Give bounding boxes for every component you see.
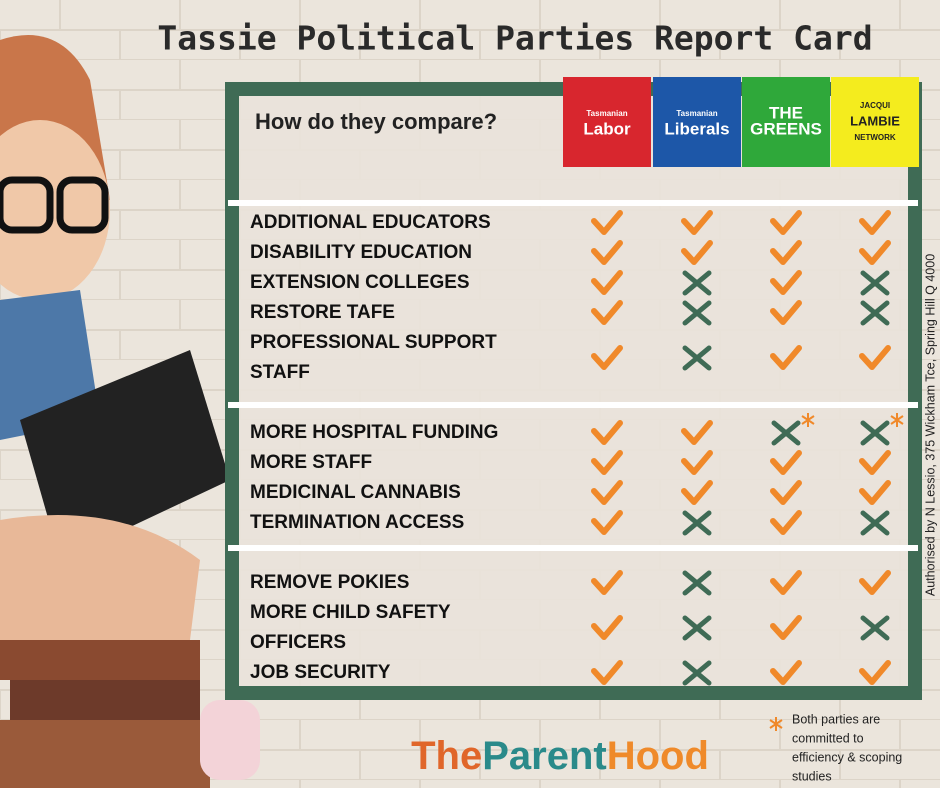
report-panel	[225, 82, 922, 700]
cross-mark	[682, 300, 712, 326]
party-name: JACQUI	[860, 101, 890, 110]
cross-mark	[771, 420, 801, 446]
party-name: Tasmanian	[676, 109, 717, 118]
party-logo	[653, 77, 741, 167]
row-label: MORE HOSPITAL FUNDING	[250, 422, 498, 443]
check-mark	[591, 210, 623, 235]
row-label: PROFESSIONAL SUPPORT	[250, 332, 497, 353]
check-mark	[591, 615, 623, 640]
logo-part: Parent	[482, 734, 607, 778]
footnote-line: studies	[792, 769, 832, 783]
check-mark	[591, 570, 623, 595]
cross-mark	[682, 345, 712, 371]
check-mark	[859, 450, 891, 475]
footnote-line: efficiency & scoping	[792, 750, 902, 764]
check-mark	[591, 660, 623, 685]
check-mark	[770, 270, 802, 295]
check-mark	[770, 450, 802, 475]
check-mark	[681, 480, 713, 505]
cross-mark	[682, 615, 712, 641]
check-mark	[770, 615, 802, 640]
footnote-line: Both parties are	[792, 712, 880, 726]
check-mark	[859, 345, 891, 370]
cross-mark	[682, 660, 712, 686]
party-name: NETWORK	[854, 133, 896, 142]
asterisk	[801, 413, 815, 427]
check-mark	[770, 300, 802, 325]
check-mark	[770, 210, 802, 235]
row-label: MORE STAFF	[250, 452, 372, 473]
check-mark	[681, 450, 713, 475]
check-mark	[770, 480, 802, 505]
row-label: OFFICERS	[250, 632, 346, 653]
check-mark	[859, 240, 891, 265]
cross-mark	[860, 510, 890, 536]
check-mark	[859, 570, 891, 595]
row-label: TERMINATION ACCESS	[250, 512, 464, 533]
check-mark	[591, 510, 623, 535]
party-name: Liberals	[664, 119, 729, 138]
asterisk	[890, 413, 904, 427]
check-mark	[591, 450, 623, 475]
row-label: DISABILITY EDUCATION	[250, 242, 472, 263]
cross-mark	[860, 300, 890, 326]
cross-mark	[682, 570, 712, 596]
party-name: THE	[769, 103, 803, 122]
cross-mark	[860, 615, 890, 641]
logo-part: Hood	[607, 734, 709, 778]
check-mark	[591, 300, 623, 325]
check-mark	[770, 510, 802, 535]
row-label: RESTORE TAFE	[250, 302, 395, 323]
authorisation: Authorised by N Lessio, 375 Wickham Tce,…	[923, 254, 937, 596]
row-label: ADDITIONAL EDUCATORS	[250, 212, 491, 233]
check-mark	[681, 240, 713, 265]
check-mark	[681, 420, 713, 445]
check-mark	[770, 345, 802, 370]
subtitle: How do they compare?	[255, 109, 497, 134]
cross-mark	[860, 270, 890, 296]
party-name: LAMBIE	[850, 113, 900, 128]
check-mark	[859, 210, 891, 235]
party-logo	[831, 77, 919, 167]
title: Tassie Political Parties Report Card	[157, 19, 872, 58]
party-logo	[742, 77, 830, 167]
row-label: MORE CHILD SAFETY	[250, 602, 451, 623]
logo-part: The	[411, 734, 482, 778]
check-mark	[591, 270, 623, 295]
check-mark	[770, 570, 802, 595]
child-photo	[0, 35, 260, 788]
party-name: Tasmanian	[586, 109, 627, 118]
row-label: JOB SECURITY	[250, 662, 391, 683]
party-name: GREENS	[750, 119, 822, 138]
check-mark	[859, 660, 891, 685]
cross-mark	[682, 270, 712, 296]
check-mark	[859, 480, 891, 505]
party-logo	[563, 77, 651, 167]
check-mark	[591, 345, 623, 370]
check-mark	[591, 420, 623, 445]
row-label: STAFF	[250, 362, 310, 383]
row-label: EXTENSION COLLEGES	[250, 272, 470, 293]
cross-mark	[860, 420, 890, 446]
party-name: Labor	[583, 119, 631, 138]
check-mark	[770, 660, 802, 685]
check-mark	[681, 210, 713, 235]
cross-mark	[682, 510, 712, 536]
check-mark	[591, 480, 623, 505]
check-mark	[591, 240, 623, 265]
parenthood-logo: TheParentHood	[411, 734, 709, 778]
check-mark	[770, 240, 802, 265]
footnote-line: committed to	[792, 731, 864, 745]
row-label: MEDICINAL CANNABIS	[250, 482, 461, 503]
row-label: REMOVE POKIES	[250, 572, 409, 593]
asterisk	[769, 717, 783, 731]
